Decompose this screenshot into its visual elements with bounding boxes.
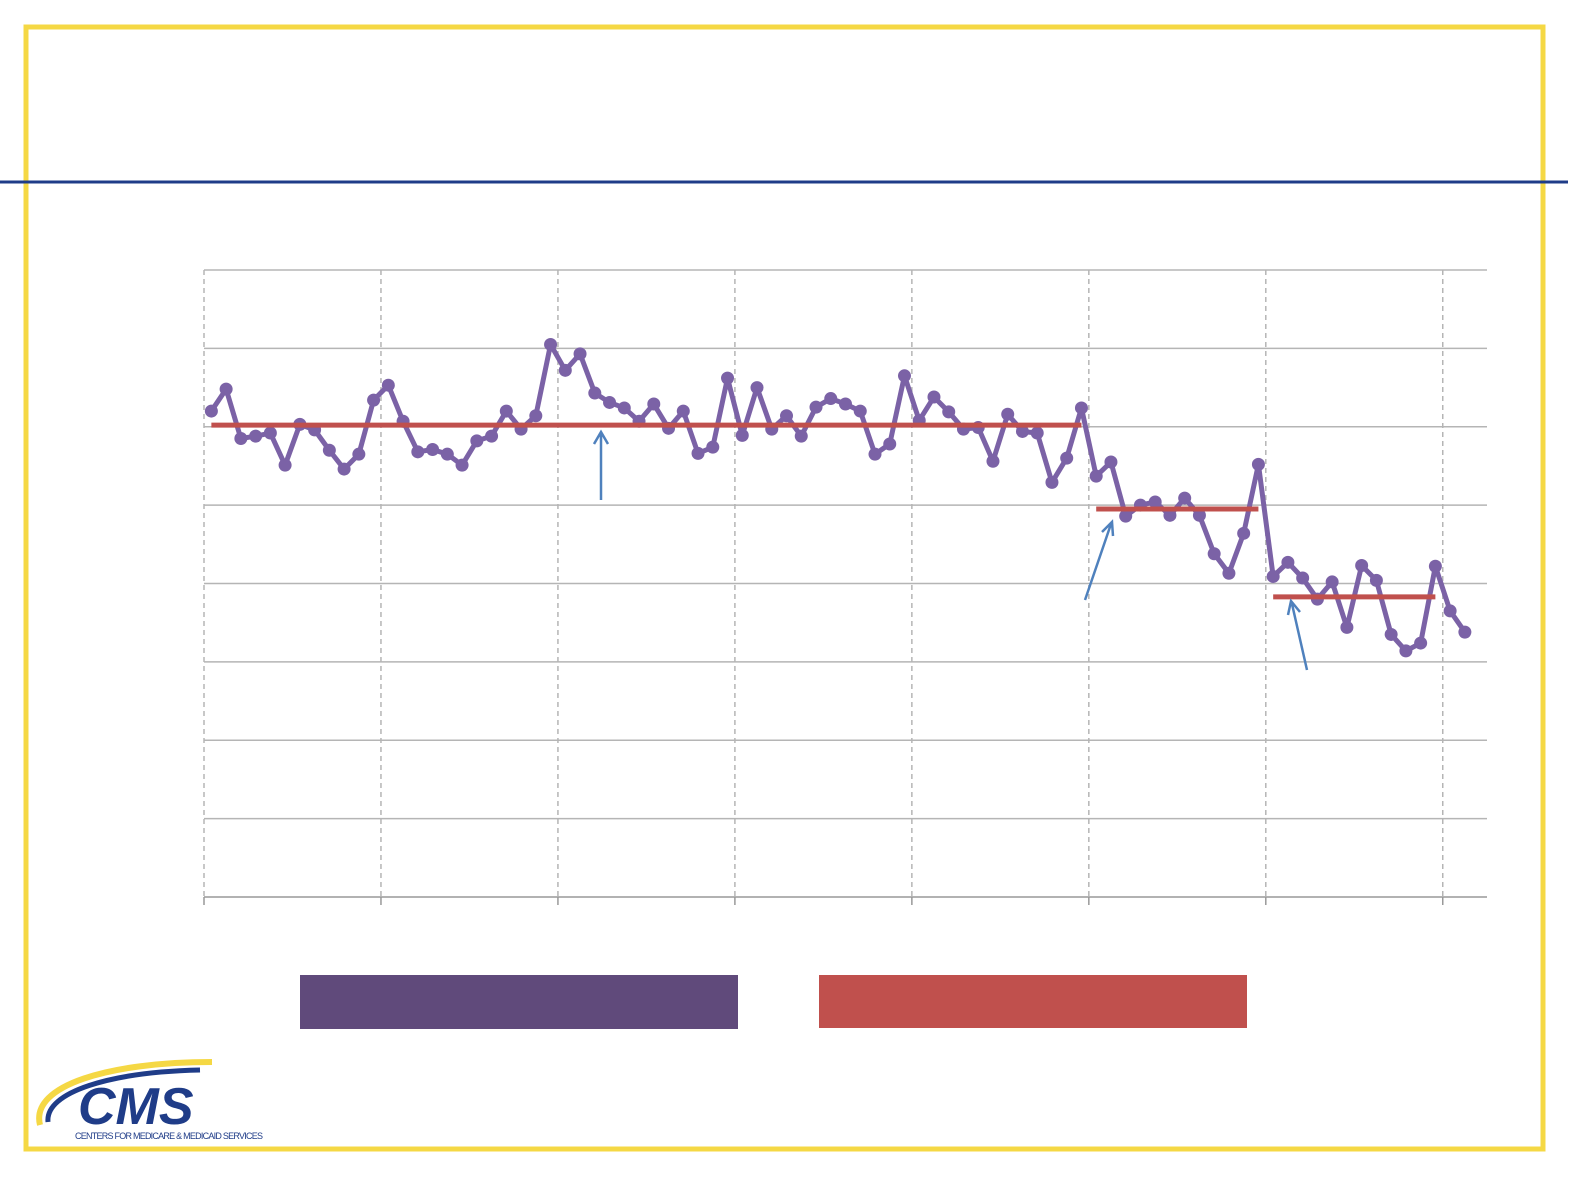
point [204, 404, 218, 418]
point [1030, 426, 1044, 440]
point [367, 393, 381, 407]
point [603, 395, 617, 409]
point [676, 404, 690, 418]
point [337, 462, 351, 476]
point [1414, 636, 1428, 650]
point [1251, 457, 1265, 471]
point [1015, 424, 1029, 438]
point [780, 409, 794, 423]
point [1325, 575, 1339, 589]
point [647, 397, 661, 411]
arrow [1083, 519, 1115, 601]
point [426, 442, 440, 456]
point [558, 363, 572, 377]
point [1443, 604, 1457, 618]
series-line [209, 341, 1467, 654]
point [853, 404, 867, 418]
frame [23, 24, 1546, 1152]
plot [203, 269, 1487, 905]
point [1266, 569, 1280, 583]
point [750, 381, 764, 395]
point [1060, 451, 1074, 465]
point [544, 337, 558, 351]
point [1119, 509, 1133, 523]
point [1399, 644, 1413, 658]
point [1178, 491, 1192, 505]
point [1458, 625, 1472, 639]
point [794, 429, 808, 443]
point [470, 434, 484, 448]
point [1192, 508, 1206, 522]
point [1296, 571, 1310, 585]
point [278, 458, 292, 472]
point [942, 405, 956, 419]
point [617, 401, 631, 415]
point [1148, 495, 1162, 509]
point [352, 447, 366, 461]
point [411, 445, 425, 459]
point [234, 432, 248, 446]
point [499, 404, 513, 418]
point [219, 382, 233, 396]
legend-swatch [819, 975, 1247, 1028]
point [1340, 620, 1354, 634]
point [263, 426, 277, 440]
point [1207, 547, 1221, 561]
logo-subtitle: CENTERS FOR MEDICARE & MEDICAID SERVICES [75, 1131, 263, 1141]
logo-text: CMS [78, 1078, 194, 1136]
point [529, 409, 543, 423]
point [1369, 573, 1383, 587]
point [588, 386, 602, 400]
point [1384, 627, 1398, 641]
arrow [592, 429, 610, 500]
point [1237, 526, 1251, 540]
point [381, 378, 395, 392]
legend [300, 975, 1247, 1029]
point [440, 447, 454, 461]
point [809, 400, 823, 414]
arrow [1286, 598, 1309, 671]
point [455, 458, 469, 472]
point [735, 428, 749, 442]
point [249, 429, 263, 443]
point [1281, 555, 1295, 569]
point [1163, 508, 1177, 522]
point [986, 454, 1000, 468]
point [691, 446, 705, 460]
point [868, 447, 882, 461]
point [1089, 469, 1103, 483]
point [1001, 407, 1015, 421]
logo-swoosh [36, 1059, 213, 1126]
point [897, 369, 911, 383]
point [1222, 566, 1236, 580]
logo-swoosh [45, 1067, 201, 1123]
point [485, 429, 499, 443]
point [883, 437, 897, 451]
point [1355, 558, 1369, 572]
point [1045, 475, 1059, 489]
point [322, 443, 336, 457]
logo: CMS CENTERS FOR MEDICARE & MEDICAID SERV… [36, 1059, 263, 1141]
point [573, 347, 587, 361]
point [927, 390, 941, 404]
point [824, 392, 838, 406]
point [839, 397, 852, 411]
point [706, 440, 720, 454]
legend-swatch [300, 975, 738, 1029]
point [1428, 559, 1442, 573]
point [1104, 455, 1118, 469]
arrows [592, 429, 1309, 671]
point [1074, 401, 1088, 415]
point [721, 371, 735, 385]
